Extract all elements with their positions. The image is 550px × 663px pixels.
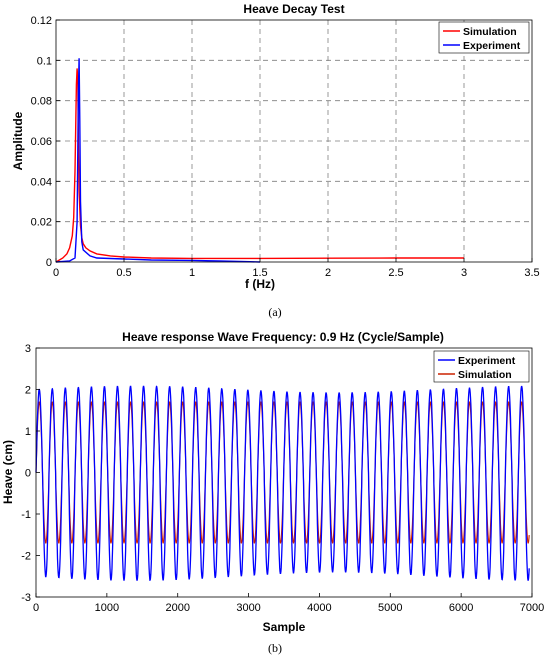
chart-a-legend: Simulation Experiment [438, 21, 530, 54]
chart-a-ytick-label: 0.1 [37, 55, 52, 67]
chart-b-xtick-label: 2000 [165, 602, 189, 614]
chart-b-legend-box [433, 350, 530, 383]
chart-b-title: Heave response Wave Frequency: 0.9 Hz (C… [122, 330, 444, 344]
chart-b-y-ticks: -3 -2 -1 0 1 2 3 [21, 343, 40, 604]
chart-a-lines [55, 58, 464, 263]
chart-a-ytick-label: 0.12 [31, 15, 52, 27]
chart-a-xtick-label: 3.5 [524, 267, 539, 279]
chart-b-ytick-label: 0 [25, 468, 31, 480]
caption-b: (b) [268, 641, 282, 655]
chart-a-title: Heave Decay Test [243, 2, 344, 16]
chart-a-grid [56, 20, 532, 262]
legend-label-experiment-b: Experiment [458, 355, 516, 367]
chart-a: Heave Decay Test 0 0.5 1 1.5 2 2.5 3 3.5 00.020… [11, 2, 540, 319]
chart-b-xtick-label: 3000 [236, 602, 260, 614]
chart-b-ytick-label: 1 [25, 426, 31, 438]
chart-b-ytick-label: -1 [21, 509, 31, 521]
chart-a-ytick-label: 0.06 [31, 136, 52, 148]
chart-a-legend-box [438, 21, 530, 54]
chart-b-lines [35, 385, 530, 581]
chart-b-xtick-label: 6000 [449, 602, 473, 614]
chart-b-xlabel: Sample [263, 620, 306, 634]
chart-b-ytick-label: 2 [25, 385, 31, 397]
chart-a-xtick-label: 2.5 [388, 267, 403, 279]
chart-a-xlabel: f (Hz) [245, 277, 275, 291]
chart-b-xtick-label: 4000 [307, 602, 331, 614]
chart-a-xtick-label: 0.5 [116, 267, 131, 279]
chart-b-xtick-label: 5000 [378, 602, 402, 614]
chart-a-ytick-label: 0.08 [31, 96, 52, 108]
chart-a-y-ticks: 0 0.02 0.04 0.06 0.08 0.1 0.12 [31, 15, 60, 269]
chart-b-ytick-label: -2 [21, 551, 31, 563]
chart-b-xtick-label: 7000 [520, 602, 544, 614]
chart-b-ytick-label: -3 [21, 592, 31, 604]
chart-b: Heave response Wave Frequency: 0.9 Hz (C… [1, 330, 544, 655]
chart-a-xtick-label: 0 [53, 267, 59, 279]
chart-b-xtick-label: 0 [33, 602, 39, 614]
chart-b-legend: Experiment Simulation [433, 350, 530, 383]
chart-a-ylabel: Amplitude [11, 111, 25, 170]
chart-a-series-experiment [55, 58, 261, 263]
chart-a-ytick-label: 0 [46, 257, 52, 269]
chart-a-xtick-label: 2 [325, 267, 331, 279]
chart-b-x-ticks: 0 1000 2000 3000 4000 5000 6000 7000 [33, 593, 544, 614]
chart-a-ytick-label: 0.02 [31, 217, 52, 229]
chart-b-xtick-label: 1000 [95, 602, 119, 614]
legend-label-simulation-b: Simulation [458, 369, 512, 381]
legend-label-experiment: Experiment [463, 40, 521, 52]
legend-label-simulation: Simulation [463, 26, 517, 38]
caption-a: (a) [268, 305, 281, 319]
chart-b-ytick-label: 3 [25, 343, 31, 355]
chart-b-ylabel: Heave (cm) [1, 440, 15, 504]
chart-a-xtick-label: 1.5 [252, 267, 267, 279]
chart-a-xtick-label: 3 [461, 267, 467, 279]
chart-a-xtick-label: 1 [189, 267, 195, 279]
chart-b-series-experiment [35, 385, 530, 581]
chart-a-ytick-label: 0.04 [31, 176, 52, 188]
chart-a-x-ticks: 0 0.5 1 1.5 2 2.5 3 3.5 [53, 258, 540, 279]
